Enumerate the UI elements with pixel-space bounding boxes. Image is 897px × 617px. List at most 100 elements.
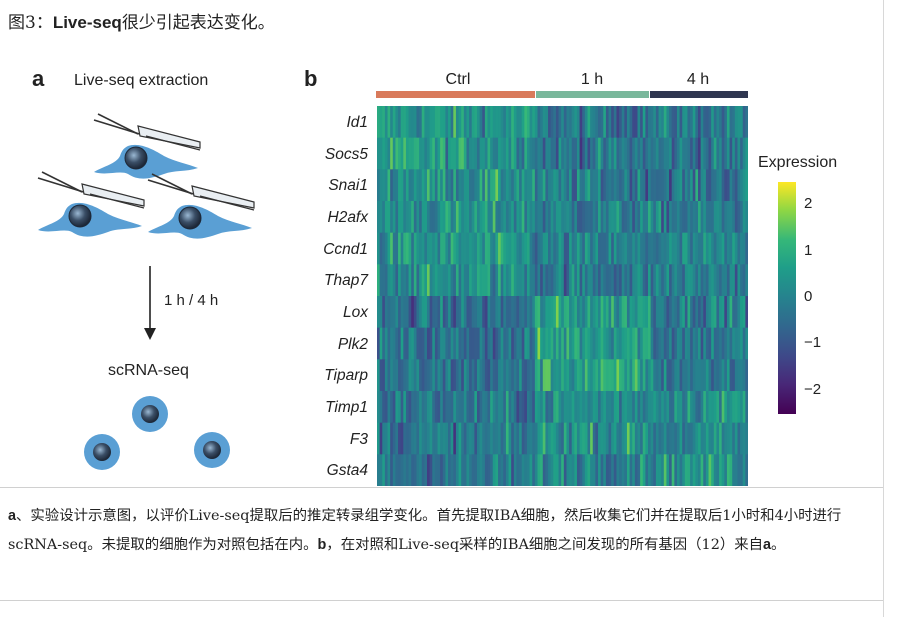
heatmap-cell: [700, 264, 704, 297]
heatmap-cell: [629, 137, 633, 170]
heatmap-cell: [592, 264, 596, 297]
heatmap-cell: [419, 359, 423, 392]
heatmap-cell: [505, 232, 510, 265]
heatmap-cell: [511, 232, 515, 265]
heatmap-cell: [571, 232, 575, 265]
heatmap-cell: [700, 232, 704, 265]
heatmap-cell: [742, 106, 746, 139]
heatmap-cell: [471, 359, 475, 392]
heatmap-cell: [679, 327, 683, 360]
heatmap-cell: [479, 296, 483, 329]
heatmap-cell: [703, 359, 707, 392]
group-bar-ctrl: [376, 91, 535, 98]
heatmap-cell: [445, 106, 449, 139]
heatmap-cell: [429, 359, 433, 392]
heatmap-cell: [679, 264, 683, 297]
heatmap-cell: [458, 359, 462, 392]
heatmap-cell: [626, 296, 631, 329]
heatmap-cell: [466, 359, 470, 392]
heatmap-cell: [574, 169, 578, 202]
heatmap-cell: [713, 327, 718, 360]
heatmap-cell: [611, 106, 615, 139]
heatmap-cell: [603, 454, 607, 486]
heatmap-cell: [603, 359, 607, 392]
heatmap-cell: [424, 137, 428, 170]
heatmap-cell: [392, 169, 397, 202]
heatmap-cell: [734, 296, 739, 329]
cell-illustration: [147, 173, 255, 239]
heatmap-cell: [705, 106, 710, 139]
heatmap-cell: [645, 327, 649, 360]
heatmap-cell: [671, 454, 675, 486]
heatmap-cell: [571, 391, 575, 424]
heatmap-cell: [453, 106, 457, 139]
heatmap-cell: [400, 296, 404, 329]
heatmap-cell: [563, 201, 568, 234]
heatmap-cell: [726, 201, 731, 234]
heatmap-cell: [613, 296, 618, 329]
heatmap-cell: [413, 422, 418, 455]
heatmap-cell: [516, 201, 520, 234]
heatmap-cell: [411, 422, 415, 455]
caption-divider: [0, 487, 883, 488]
heatmap-cell: [508, 106, 512, 139]
heatmap-cell: [579, 422, 583, 455]
heatmap-cell: [419, 106, 423, 139]
heatmap-cell: [648, 169, 652, 202]
heatmap-cell: [548, 454, 552, 486]
heatmap-cell: [690, 327, 694, 360]
heatmap-cell: [534, 169, 539, 202]
heatmap-cell: [382, 106, 386, 139]
heatmap-cell: [579, 201, 583, 234]
heatmap-cell: [492, 454, 496, 486]
heatmap-cell: [650, 201, 654, 234]
heatmap-cell: [705, 137, 710, 170]
heatmap-cell: [382, 359, 386, 392]
heatmap-cell: [684, 359, 689, 392]
heatmap-cell: [708, 359, 712, 392]
heatmap-cell: [682, 296, 686, 329]
heatmap-cell: [640, 327, 644, 360]
heatmap-cell: [400, 422, 404, 455]
heatmap-cell: [387, 169, 391, 202]
heatmap-cell: [579, 137, 583, 170]
heatmap-cell: [592, 106, 596, 139]
heatmap-cell: [587, 296, 591, 329]
heatmap-cell: [713, 106, 718, 139]
heatmap-cell: [661, 264, 665, 297]
heatmap-cell: [598, 296, 602, 329]
heatmap-cell: [390, 422, 394, 455]
heatmap-cell: [669, 391, 673, 424]
heatmap-cell: [503, 232, 507, 265]
heatmap-cell: [634, 296, 639, 329]
heatmap-cell: [645, 106, 649, 139]
heatmap-cell: [684, 137, 689, 170]
heatmap-cell: [574, 422, 578, 455]
heatmap-cell: [440, 422, 444, 455]
heatmap-cell: [590, 422, 594, 455]
heatmap-cell: [390, 169, 394, 202]
heatmap-cell: [524, 296, 528, 329]
heatmap-cell: [463, 359, 468, 392]
heatmap-cell: [642, 169, 646, 202]
heatmap-cell: [637, 232, 641, 265]
heatmap-cell: [379, 106, 383, 139]
gene-labels: Id1 Socs5 Snai1 H2afx Ccnd1 Thap7 Lox Plk2 Tipar…: [300, 108, 368, 488]
heatmap-cell: [513, 264, 518, 297]
heatmap-cell: [695, 106, 699, 139]
heatmap-cell: [500, 106, 504, 139]
heatmap-cell: [548, 422, 552, 455]
heatmap-cell: [716, 296, 720, 329]
heatmap-cell: [587, 359, 591, 392]
heatmap-cell: [711, 296, 715, 329]
heatmap-cell: [595, 422, 599, 455]
heatmap-cell: [666, 106, 670, 139]
heatmap-cell: [516, 391, 520, 424]
heatmap-cell: [655, 359, 660, 392]
heatmap-cell: [474, 232, 478, 265]
heatmap-cell: [419, 391, 423, 424]
heatmap-cell: [440, 201, 444, 234]
heatmap-cell: [421, 296, 425, 329]
heatmap-cell: [687, 296, 691, 329]
heatmap-cell: [519, 232, 523, 265]
